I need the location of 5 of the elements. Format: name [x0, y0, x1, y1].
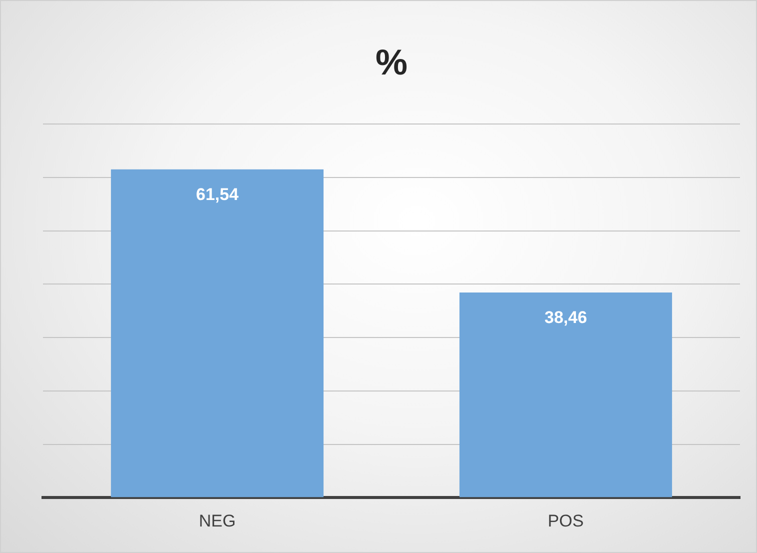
- chart-title: %: [375, 42, 408, 83]
- x-tick-label: POS: [548, 511, 584, 530]
- x-tick-label: NEG: [198, 511, 236, 530]
- data-label: 61,54: [196, 185, 240, 204]
- data-label: 38,46: [544, 308, 588, 328]
